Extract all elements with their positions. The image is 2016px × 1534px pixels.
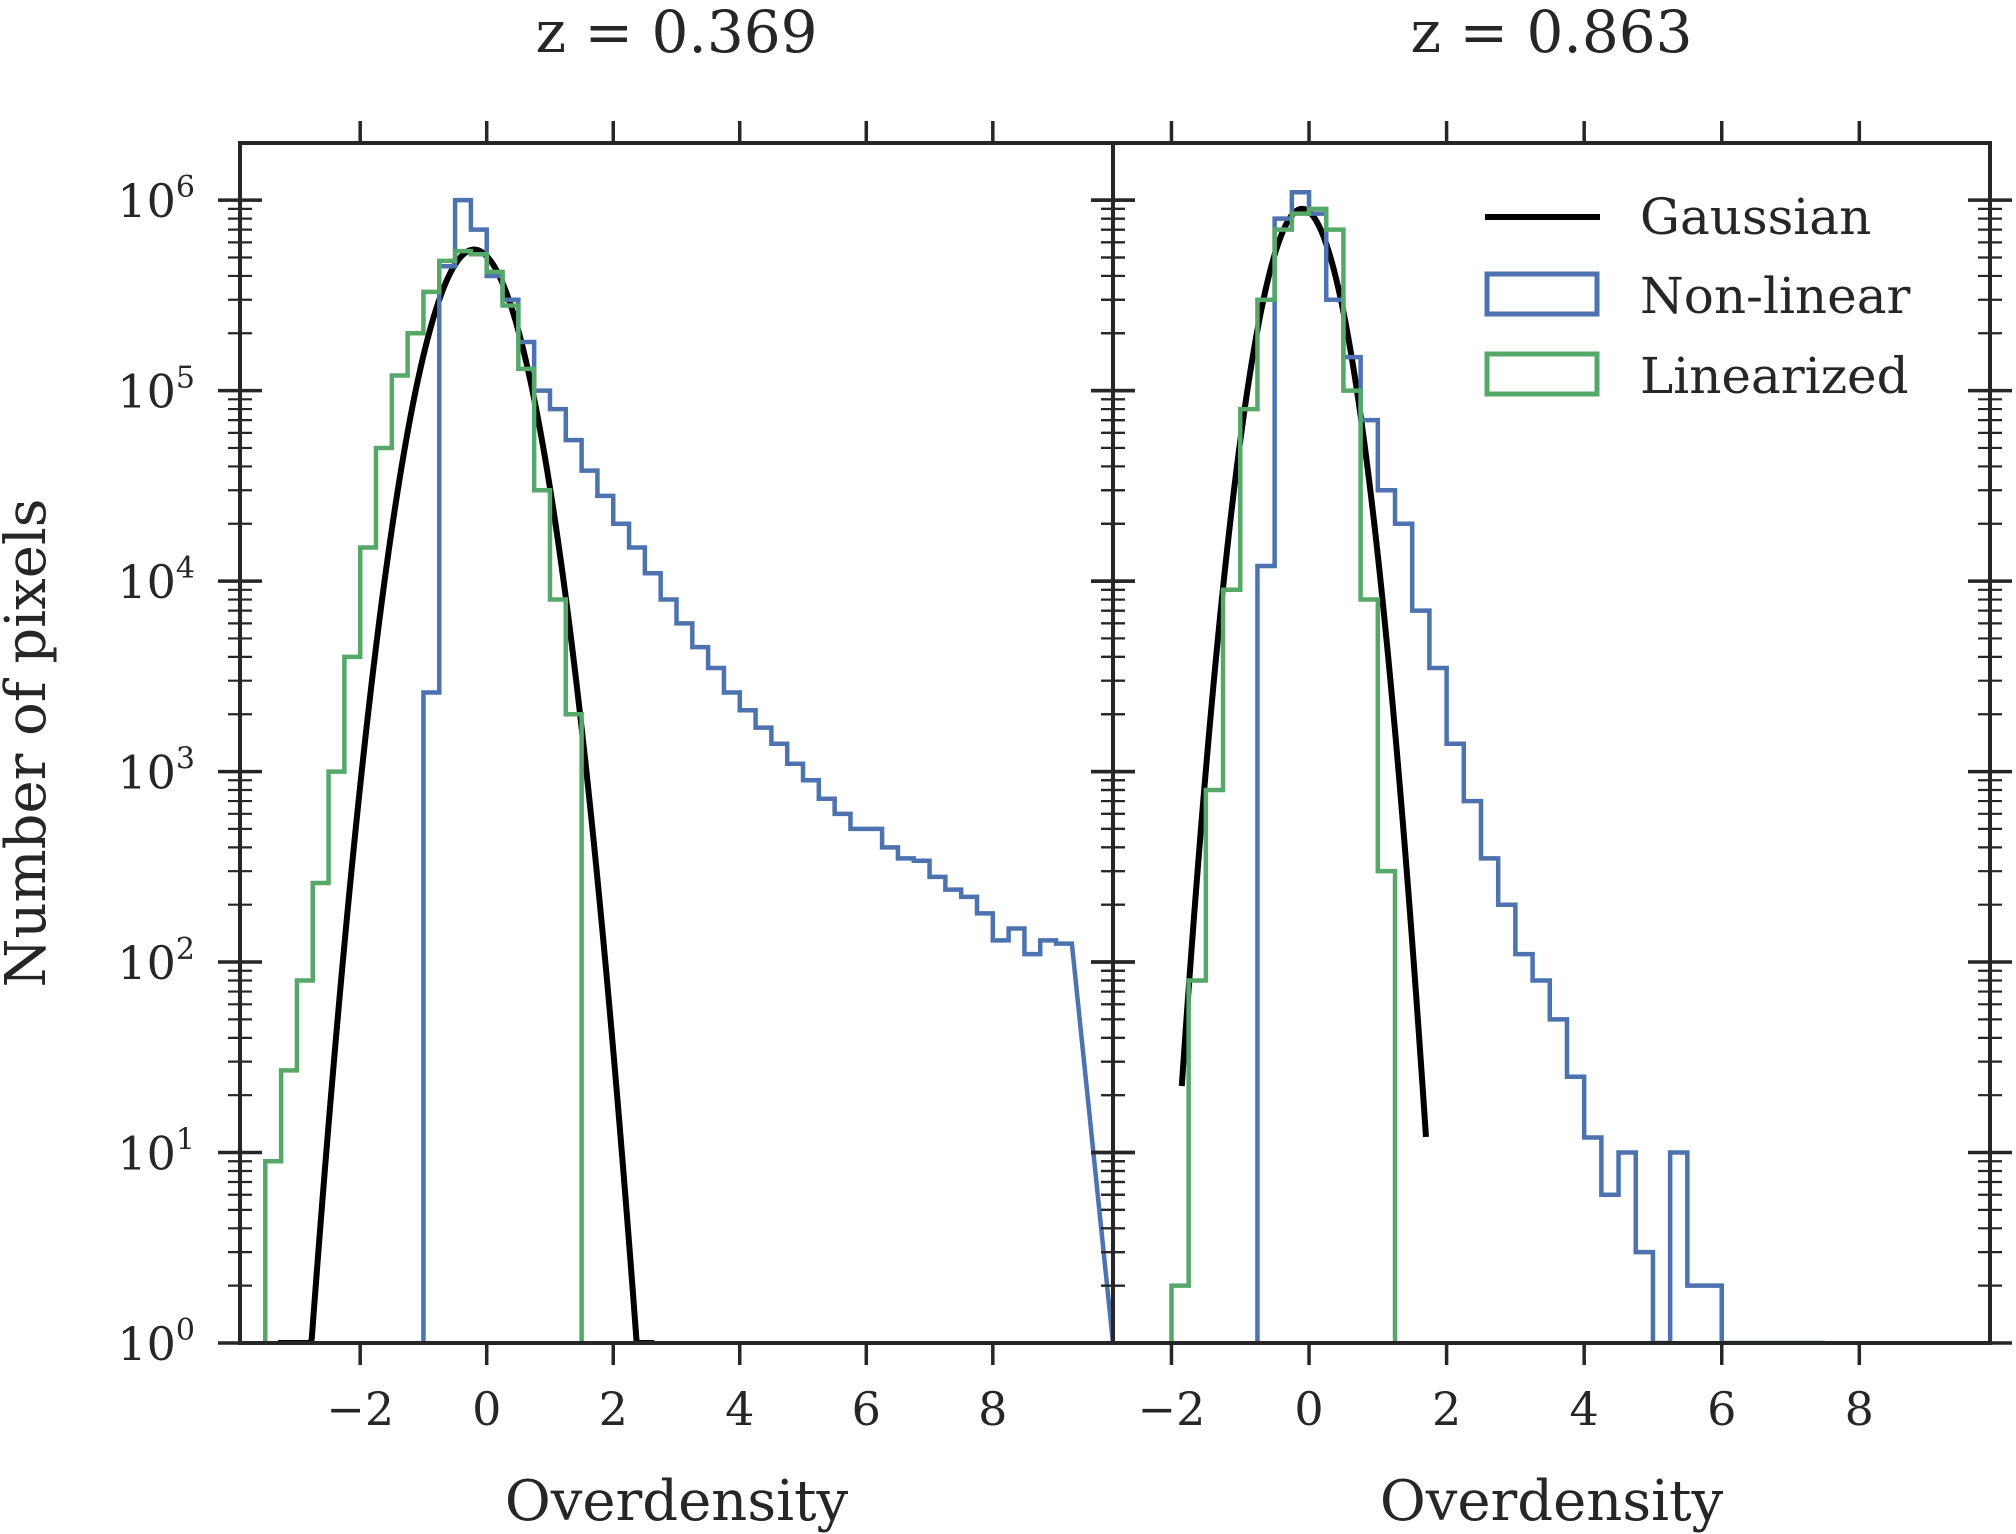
y-tick-label: 106 [117,170,195,228]
panel-title: z = 0.369 [535,0,817,66]
x-tick-label: −2 [1138,1382,1206,1436]
x-tick-label: 0 [472,1382,501,1436]
panel-title: z = 0.863 [1410,0,1692,66]
legend-nonlinear-swatch [1484,271,1600,317]
x-tick-label: 6 [1707,1382,1736,1436]
y-tick-label: 102 [117,932,195,990]
x-tick-label: 2 [599,1382,628,1436]
y-tick-label: 104 [117,551,195,609]
plot-area [263,197,1113,1343]
series-non-linear-histogram [421,197,1113,1343]
x-axis-label: Overdensity [1380,1469,1724,1534]
legend-nonlinear-label: Non-linear [1640,267,1911,325]
x-tick-label: 8 [1845,1382,1874,1436]
legend-gaussian-label: Gaussian [1640,188,1871,246]
axes-frame [238,141,1115,1345]
x-tick-label: 6 [852,1382,881,1436]
axes-frame [1111,141,1992,1345]
y-axis-label: Number of pixels [0,498,59,987]
legend-linearized-label: Linearized [1640,347,1909,405]
series-gaussian-curve [1178,205,1429,1138]
y-tick-label: 101 [117,1123,195,1181]
x-axis-label: Overdensity [505,1469,849,1534]
legend-linearized-swatch [1484,351,1600,397]
x-tick-label: 4 [1570,1382,1599,1436]
y-tick-label: 105 [117,361,195,419]
series-gaussian-curve [277,246,655,1343]
panel-z-0863: −2 0 2 4 6 8 z = 0.863 Overdensity [1091,0,2012,1534]
series-linearized-histogram [1169,206,1398,1343]
panel-z-0369: −2 0 2 4 6 8 100 101 102 103 104 105 106 z = 0.369 Ove… [117,0,1135,1534]
x-tick-label: 4 [725,1382,754,1436]
x-tick-label: 8 [978,1382,1007,1436]
x-tick-label: −2 [326,1382,394,1436]
x-tick-label: 2 [1432,1382,1461,1436]
plot-area [1169,190,1825,1343]
y-tick-label: 103 [117,742,195,800]
series-linearized-histogram [263,248,584,1343]
legend: Gaussian Non-linear Linearized [1484,188,1911,405]
x-tick-label: 0 [1294,1382,1323,1436]
y-tick-label: 100 [117,1313,195,1371]
